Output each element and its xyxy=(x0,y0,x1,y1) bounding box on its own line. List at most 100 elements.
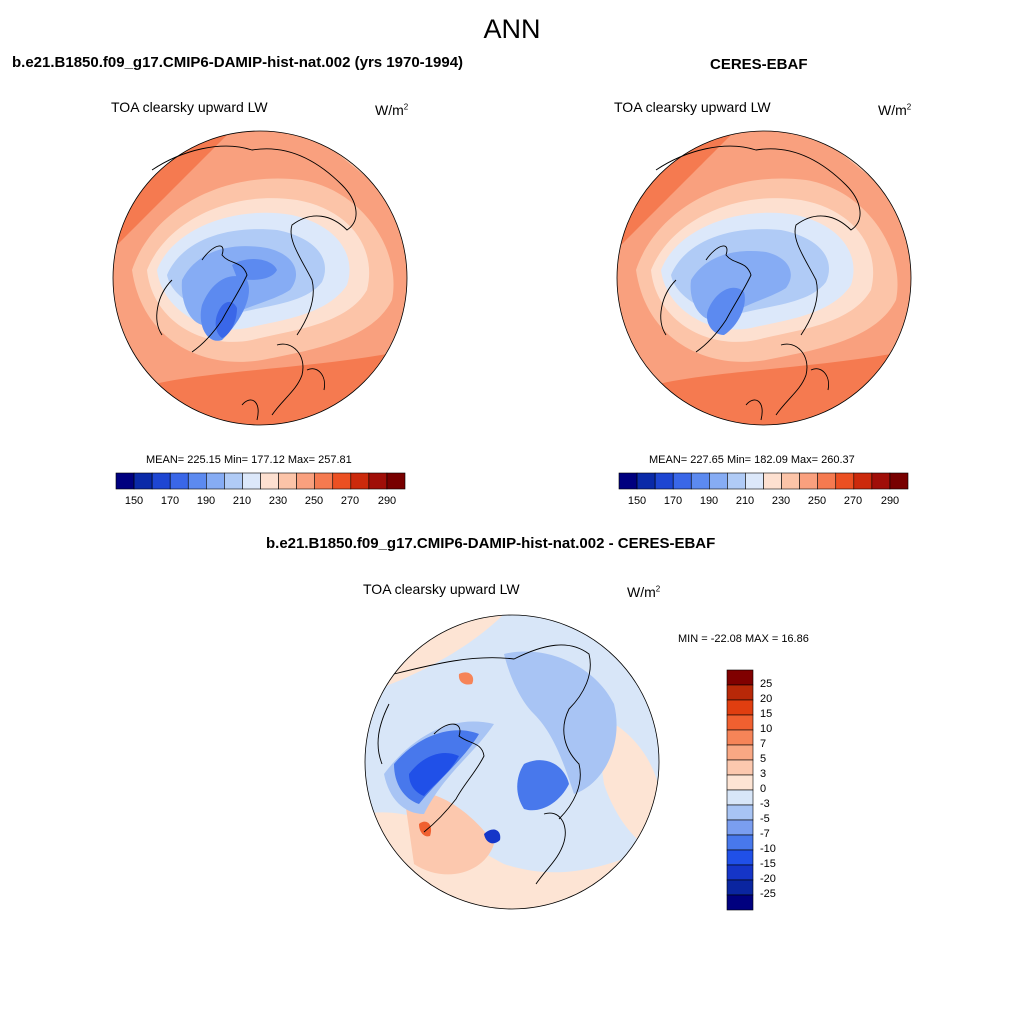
panel-3-colorbar xyxy=(726,669,754,911)
panel-3-variable-label: TOA clearsky upward LW xyxy=(363,581,520,597)
main-title: ANN xyxy=(483,14,541,44)
colorbar-swatch xyxy=(726,774,754,791)
panel-2-title: CERES-EBAF xyxy=(710,56,808,73)
panel-2-polar-map xyxy=(616,130,912,426)
colorbar-swatch xyxy=(386,472,406,490)
colorbar-swatch xyxy=(745,472,764,490)
panel-1-tick: 210 xyxy=(232,495,252,507)
colorbar-swatch xyxy=(853,472,873,490)
colorbar-swatch xyxy=(726,669,754,686)
panel-1-coastlines xyxy=(151,145,357,421)
colorbar-swatch xyxy=(368,472,388,490)
colorbar-swatch xyxy=(296,472,315,490)
colorbar-swatch xyxy=(726,804,754,821)
panel-1-stats: MEAN= 225.15 Min= 177.12 Max= 257.81 xyxy=(146,454,352,466)
panel-3-title: b.e21.B1850.f09_g17.CMIP6-DAMIP-hist-nat… xyxy=(266,535,716,552)
panel-3-tick: -10 xyxy=(760,843,776,855)
panel-3-tick: -20 xyxy=(760,873,776,885)
colorbar-swatch xyxy=(672,472,692,490)
panel-2-colorbar xyxy=(618,472,909,490)
panel-1-variable-label: TOA clearsky upward LW xyxy=(111,99,268,115)
panel-3-coastlines xyxy=(377,644,591,885)
panel-1-tick: 290 xyxy=(377,495,397,507)
colorbar-swatch xyxy=(133,472,153,490)
colorbar-swatch xyxy=(618,472,638,490)
colorbar-swatch xyxy=(726,714,754,731)
panel-2-tick: 230 xyxy=(771,495,791,507)
colorbar-swatch xyxy=(726,729,754,746)
colorbar-swatch xyxy=(726,684,754,701)
panel-1-tick: 270 xyxy=(340,495,360,507)
panel-1-tick: 170 xyxy=(160,495,180,507)
panel-3-tick: -15 xyxy=(760,858,776,870)
panel-2-coastlines xyxy=(655,145,861,421)
colorbar-swatch xyxy=(350,472,370,490)
panel-3-tick: -7 xyxy=(760,828,770,840)
panel-3-tick: 20 xyxy=(760,693,773,705)
colorbar-swatch xyxy=(224,472,243,490)
panel-3-tick: 15 xyxy=(760,708,773,720)
colorbar-swatch xyxy=(726,849,754,866)
panel-2-units-label: W/m2 xyxy=(878,102,912,118)
panel-2-tick: 270 xyxy=(843,495,863,507)
panel-3-tick: 0 xyxy=(760,783,767,795)
panel-2-tick: 250 xyxy=(807,495,827,507)
colorbar-swatch xyxy=(115,472,135,490)
panel-3-tick: -5 xyxy=(760,813,770,825)
colorbar-swatch xyxy=(726,744,754,761)
panel-1-tick: 250 xyxy=(304,495,324,507)
panel-2-stats: MEAN= 227.65 Min= 182.09 Max= 260.37 xyxy=(649,454,855,466)
colorbar-swatch xyxy=(206,472,225,490)
panel-1-title: b.e21.B1850.f09_g17.CMIP6-DAMIP-hist-nat… xyxy=(12,54,464,71)
colorbar-swatch xyxy=(726,759,754,776)
colorbar-swatch xyxy=(726,864,754,881)
panel-3-tick: 25 xyxy=(760,678,773,690)
panel-3-polar-map xyxy=(364,614,660,910)
colorbar-swatch xyxy=(835,472,855,490)
colorbar-swatch xyxy=(314,472,334,490)
colorbar-swatch xyxy=(799,472,818,490)
colorbar-swatch xyxy=(726,879,754,896)
colorbar-swatch xyxy=(817,472,837,490)
panel-2-tick: 190 xyxy=(699,495,719,507)
colorbar-swatch xyxy=(781,472,800,490)
colorbar-swatch xyxy=(709,472,728,490)
colorbar-swatch xyxy=(763,472,782,490)
colorbar-swatch xyxy=(636,472,656,490)
colorbar-swatch xyxy=(169,472,189,490)
colorbar-swatch xyxy=(187,472,207,490)
panel-2-tick: 210 xyxy=(735,495,755,507)
panel-3-tick: 7 xyxy=(760,738,767,750)
panel-3-units-label: W/m2 xyxy=(627,584,661,600)
colorbar-swatch xyxy=(727,472,746,490)
colorbar-swatch xyxy=(260,472,279,490)
panel-3-stats: MIN = -22.08 MAX = 16.86 xyxy=(678,633,809,645)
panel-1-tick: 190 xyxy=(196,495,216,507)
colorbar-swatch xyxy=(151,472,171,490)
panel-3-tick: 3 xyxy=(760,768,767,780)
panel-3-tick: 5 xyxy=(760,753,767,765)
panel-1-polar-map xyxy=(112,130,408,426)
panel-1-units-label: W/m2 xyxy=(375,102,409,118)
colorbar-swatch xyxy=(242,472,261,490)
panel-2-variable-label: TOA clearsky upward LW xyxy=(614,99,771,115)
colorbar-swatch xyxy=(278,472,297,490)
panel-3-colorbar-ticks: 25 20 15 10 7 5 3 0 -3 -5 -7 -10 -15 -20… xyxy=(760,670,810,910)
panel-1-colorbar-ticks: 150 170 190 210 230 250 270 290 xyxy=(116,495,405,509)
panel-3-tick: -3 xyxy=(760,798,770,810)
colorbar-swatch xyxy=(726,894,754,911)
panel-1-tick: 150 xyxy=(124,495,144,507)
panel-2-tick: 290 xyxy=(880,495,900,507)
colorbar-swatch xyxy=(690,472,710,490)
colorbar-swatch xyxy=(654,472,674,490)
colorbar-swatch xyxy=(726,789,754,806)
panel-3-tick: -25 xyxy=(760,888,776,900)
panel-1-colorbar xyxy=(115,472,406,490)
colorbar-swatch xyxy=(332,472,352,490)
panel-2-tick: 150 xyxy=(627,495,647,507)
colorbar-swatch xyxy=(889,472,909,490)
colorbar-swatch xyxy=(726,834,754,851)
colorbar-swatch xyxy=(871,472,891,490)
panel-3-tick: 10 xyxy=(760,723,773,735)
panel-2-colorbar-ticks: 150 170 190 210 230 250 270 290 xyxy=(619,495,908,509)
